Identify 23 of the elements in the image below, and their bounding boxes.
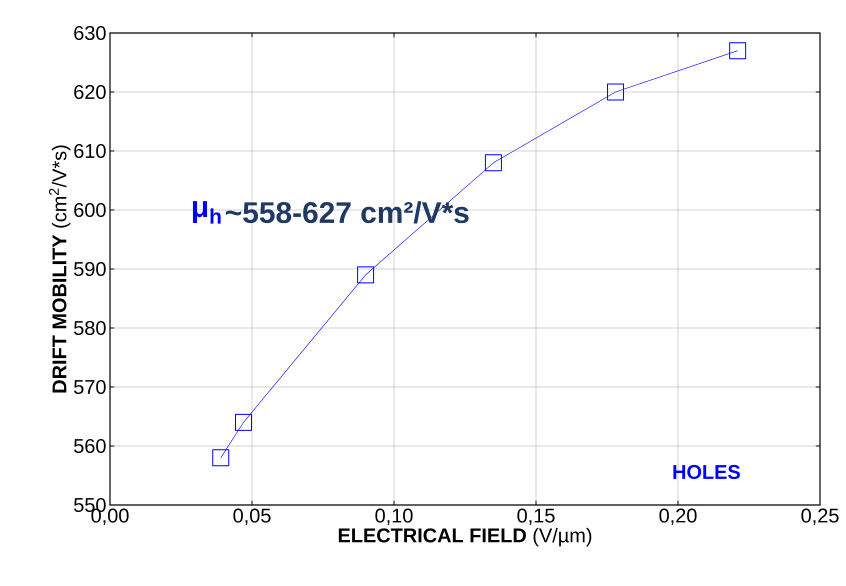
point — [212, 449, 230, 466]
point — [234, 414, 252, 431]
point — [357, 266, 374, 284]
x-tick-label: 0,25 — [801, 508, 839, 525]
y-tick-label: 580 — [74, 320, 106, 336]
point — [729, 42, 746, 60]
y-tick-label: 560 — [74, 438, 106, 454]
x-tick-label: 0,10 — [375, 508, 413, 525]
y-tick-label: 570 — [74, 380, 106, 394]
annotation: HOLES — [673, 464, 740, 480]
y-tick-label: 630 — [74, 26, 106, 40]
point — [484, 154, 502, 172]
y-tick-label: 610 — [74, 144, 106, 158]
y-tick-label: 600 — [74, 202, 106, 218]
x-axis-title: ELECTRICAL FIELD (V/µm) — [338, 528, 592, 546]
y-tick-label: 590 — [74, 262, 106, 276]
y-tick-label: 620 — [74, 84, 106, 100]
x-tick-label: 0,05 — [233, 508, 271, 525]
x-tick-label: 0,20 — [659, 508, 697, 525]
point — [607, 83, 624, 100]
y-axis-title: DRIFT MOBILITY (cm$^{2}$/V*s) — [49, 145, 70, 392]
annotation: μ$_{h}$ — [192, 201, 221, 224]
x-tick-label: 0,15 — [517, 508, 555, 525]
